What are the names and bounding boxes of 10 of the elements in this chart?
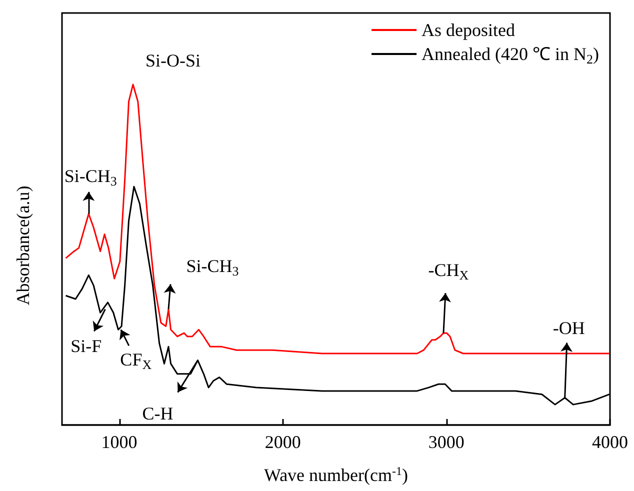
annotation: -OH xyxy=(552,318,585,338)
x-tick-label: 3000 xyxy=(428,432,464,452)
x-tick-label: 4000 xyxy=(592,432,628,452)
annotation: C-H xyxy=(142,403,174,424)
annotation: Si-O-Si xyxy=(145,50,200,71)
legend-label: As deposited xyxy=(422,20,516,40)
x-tick-label: 1000 xyxy=(101,432,138,452)
x-tick-label: 2000 xyxy=(264,432,301,452)
y-axis-title: Absorbance(a.u) xyxy=(13,186,33,306)
annotation: Si-F xyxy=(70,336,102,356)
